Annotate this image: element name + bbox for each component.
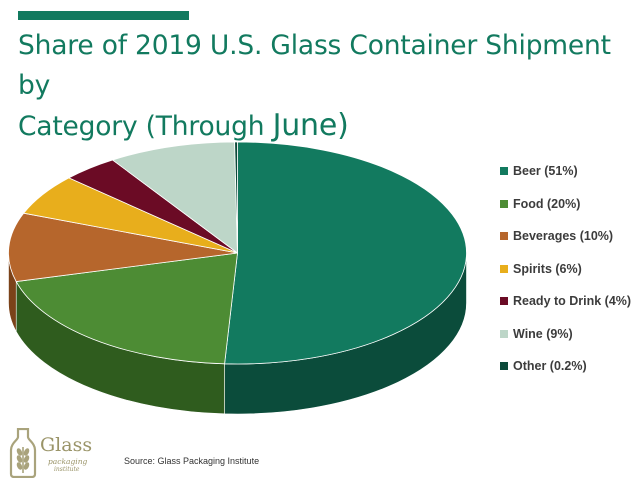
logo-subtext-institute: institute — [54, 466, 80, 473]
legend-label-wine: Wine (9%) — [513, 326, 573, 341]
pie-tops — [8, 141, 467, 365]
pie-slice-beer — [224, 141, 467, 365]
chart-title-line-2-prefix: Category (Through — [18, 111, 273, 142]
legend-swatch-wine — [500, 329, 508, 338]
legend-swatch-beverages — [500, 232, 508, 240]
logo-wordmark: Glass — [40, 434, 93, 456]
pie-sides — [8, 252, 467, 415]
legend-swatch-beer — [500, 167, 508, 175]
legend-swatch-other — [500, 362, 508, 370]
logo-subtext-packaging: packaging — [48, 457, 88, 466]
legend-label-beer: Beer (51%) — [513, 164, 578, 178]
glass-packaging-institute-logo: Glass packaging institute — [6, 428, 96, 478]
pie-slice-food — [15, 252, 238, 365]
pie-slice-other — [234, 141, 238, 254]
legend-label-spirits: Spirits (6%) — [513, 261, 582, 276]
source-note: Source: Glass Packaging Institute — [124, 456, 260, 466]
legend-label-food: Food (20%) — [513, 196, 581, 211]
bottle-wheat-icon — [9, 428, 37, 478]
legend-swatch-spirits — [500, 264, 508, 273]
legend-swatch-food — [500, 199, 508, 208]
chart-title: Share of 2019 U.S. Glass Container Shipm… — [18, 26, 628, 147]
legend-label-ready-to-drink: Ready to Drink (4%) — [513, 294, 632, 308]
legend-label-other: Other (0.2%) — [513, 359, 587, 373]
legend-swatch-ready-to-drink — [500, 297, 508, 305]
title-accent-bar — [18, 11, 189, 20]
chart-title-line-2-end: June) — [272, 108, 349, 143]
pie-chart — [8, 141, 467, 415]
pie-slice-wine — [111, 141, 238, 254]
pie-slice-beverages — [8, 212, 238, 282]
chart-title-line-2: Category (Through June) — [18, 106, 628, 147]
chart-title-line-1: Share of 2019 U.S. Glass Container Shipm… — [18, 30, 611, 101]
legend-label-beverages: Beverages (10%) — [513, 229, 614, 243]
